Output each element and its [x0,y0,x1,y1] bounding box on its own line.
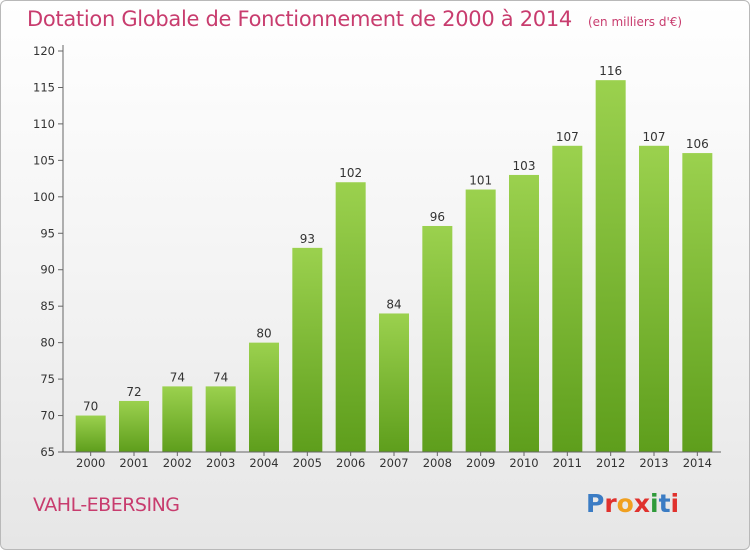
title-row: Dotation Globale de Fonctionnement de 20… [27,7,682,39]
y-tick-label: 90 [40,263,55,277]
x-tick-label-2006: 2006 [336,456,365,470]
bar-2006 [335,182,366,452]
value-label-2008: 96 [430,210,445,224]
value-label-2006: 102 [339,166,362,180]
y-tick-label: 115 [33,80,55,94]
x-tick-label-2009: 2009 [466,456,495,470]
value-label-2014: 106 [686,137,709,151]
x-tick-label-2008: 2008 [423,456,452,470]
bar-2013 [639,145,669,453]
x-axis: 2000 2001 2002 2003 2004 2005 2006 2007 2008 2009… [63,451,721,470]
value-label-2010: 103 [513,159,536,173]
y-tick-label: 95 [40,226,55,240]
value-label-2011: 107 [556,130,579,144]
x-tick-label-2012: 2012 [596,456,625,470]
y-tick-label: 70 [40,409,55,423]
x-tick-label-2002: 2002 [163,456,192,470]
value-label-2013: 107 [643,130,666,144]
y-tick-label: 75 [40,372,55,386]
bar-2012 [595,80,626,452]
logo-letter: r [604,489,617,518]
logo-letter: x [633,489,650,518]
x-tick-label-2007: 2007 [379,456,408,470]
y-tick-label: 105 [33,153,55,167]
value-label-2004: 80 [256,327,271,341]
bar-2010 [509,174,539,453]
value-label-2005: 93 [300,232,315,246]
x-tick-label-2010: 2010 [509,456,538,470]
logo-letter: i [650,489,659,518]
y-tick-label: 100 [33,190,55,204]
x-tick-label-2001: 2001 [119,456,148,470]
bar-2009 [465,189,496,452]
value-label-2000: 70 [83,400,98,414]
y-tick-label: 120 [33,44,55,58]
value-label-2012: 116 [599,64,622,78]
logo-letter: P [586,489,605,518]
x-tick-label-2003: 2003 [206,456,235,470]
bar-2008 [422,225,453,452]
bar-2007 [379,313,409,452]
y-tick-label: 85 [40,299,55,313]
bar-2004 [249,342,279,452]
y-tick-label: 80 [40,336,55,350]
proxiti-logo: Proxiti [586,489,679,518]
bar-2002 [162,386,193,452]
y-axis: 65 70 75 80 85 90 95 100 105 110 115 120 [33,44,64,459]
value-label-2007: 84 [386,297,401,311]
commune-name: VAHL-EBERSING [33,494,180,516]
value-label-2009: 101 [469,174,492,188]
bar-2005 [292,247,323,452]
x-tick-label-2014: 2014 [683,456,712,470]
x-tick-label-2013: 2013 [639,456,668,470]
chart-unit: (en milliers d'€) [587,15,683,29]
x-tick-label-2005: 2005 [293,456,322,470]
bar-2003 [205,386,236,452]
bars: 70 72 74 74 80 93 102 84 96 101 103 107 116 107 106 [75,64,713,453]
x-tick-label-2004: 2004 [249,456,278,470]
bar-2000 [75,415,106,452]
logo-letter: i [670,489,680,518]
bar-2014 [682,153,713,452]
logo-letter: o [616,489,634,518]
x-tick-label-2011: 2011 [553,456,582,470]
logo-letter: t [658,489,671,518]
value-label-2003: 74 [213,370,228,384]
value-label-2002: 74 [170,370,185,384]
value-label-2001: 72 [126,385,141,399]
bar-2011 [552,145,583,453]
chart-title: Dotation Globale de Fonctionnement de 20… [27,7,572,31]
y-tick-label: 65 [40,445,55,459]
bar-2001 [119,400,149,452]
y-tick-label: 110 [33,117,55,131]
x-tick-label-2000: 2000 [76,456,105,470]
